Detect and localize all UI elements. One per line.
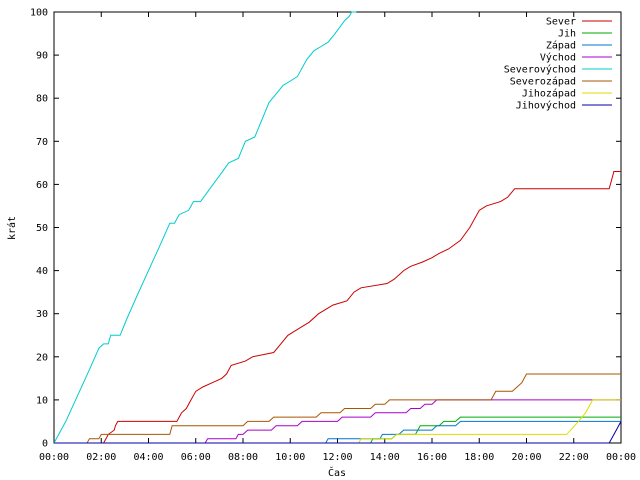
y-tick-label: 90 [36,51,48,62]
y-tick-label: 60 [36,180,48,191]
x-tick-label: 20:00 [511,452,541,463]
legend-label: Jihovýchod [516,100,576,112]
series-line-jihozápad [54,399,621,444]
legend-label: Sever [546,17,576,28]
x-tick-label: 12:00 [322,452,352,463]
y-tick-label: 50 [36,223,48,234]
legend-label: Západ [546,40,576,52]
series-lines [53,11,622,444]
legend-label: Severozápad [510,76,576,88]
legend-label: Jih [558,29,576,40]
x-tick-label: 00:00 [606,452,636,463]
x-tick-label: 14:00 [370,452,400,463]
x-tick-label: 00:00 [39,452,69,463]
x-tick-label: 02:00 [86,452,116,463]
y-tick-label: 70 [36,137,48,148]
y-tick-label: 10 [36,395,48,406]
x-tick-label: 18:00 [464,452,494,463]
legend-label: Východ [540,52,576,64]
series-line-východ [54,399,621,444]
legend-label: Severovýchod [504,64,576,76]
series-line-jihovýchod [54,421,622,444]
x-tick-label: 16:00 [417,452,447,463]
legend-label: Jihozápad [522,88,576,100]
legend: SeverJihZápadVýchodSeverovýchodSeverozáp… [504,17,612,112]
x-axis-label: Čas [328,466,346,479]
y-tick-label: 40 [36,266,48,277]
y-axis-ticks: 0 10 20 30 40 50 60 70 80 90 100 [30,8,621,450]
y-axis-label: krát [6,216,18,240]
y-tick-label: 20 [36,352,48,363]
series-line-severovýchod [53,11,357,444]
x-tick-label: 22:00 [559,452,589,463]
y-tick-label: 80 [36,94,48,105]
y-tick-label: 0 [42,439,48,450]
y-tick-label: 100 [30,8,48,19]
x-tick-label: 08:00 [228,452,258,463]
series-line-sever [54,171,621,444]
y-tick-label: 30 [36,309,48,320]
x-tick-label: 10:00 [275,452,305,463]
series-line-severozápad [54,373,621,444]
x-tick-label: 06:00 [181,452,211,463]
series-line-západ [54,420,621,444]
x-axis-ticks: 00:00 02:00 04:00 06:00 08:00 10:00 12:00 14:00… [39,12,636,463]
x-tick-label: 04:00 [133,452,163,463]
